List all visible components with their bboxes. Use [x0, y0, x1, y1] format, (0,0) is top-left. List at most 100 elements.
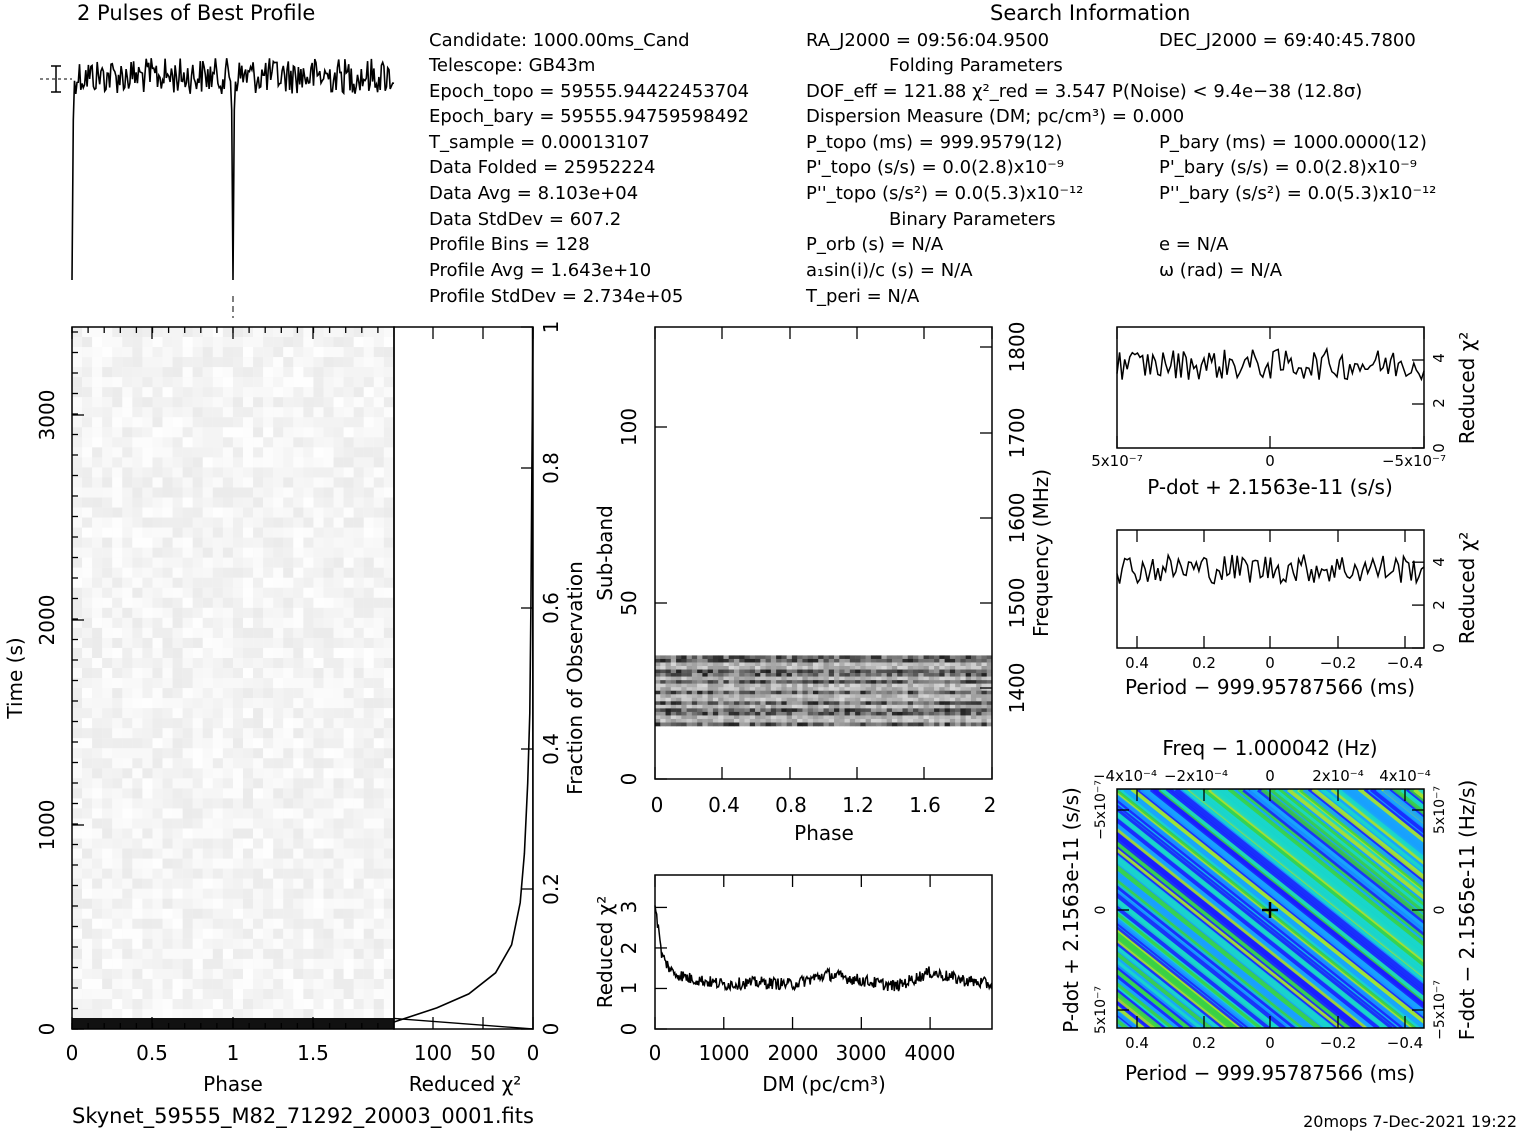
subband-cell: [702, 666, 708, 670]
subband-cell: [955, 666, 961, 670]
time-phase-cell: [152, 407, 163, 418]
subband-cell: [723, 680, 730, 684]
time-phase-cell: [373, 928, 384, 939]
time-phase-cell: [293, 858, 304, 869]
period-xtick-1: 0.2: [1192, 654, 1216, 672]
time-phase-cell: [353, 778, 364, 789]
time-phase-cell: [333, 617, 344, 628]
time-phase-cell: [273, 848, 284, 859]
time-phase-cell: [373, 999, 384, 1010]
time-phase-cell: [92, 868, 103, 879]
time-phase-cell: [253, 617, 264, 628]
subband-cell: [844, 715, 851, 720]
time-phase-cell: [283, 798, 294, 809]
time-phase-cell: [343, 758, 354, 769]
subband-cell: [881, 694, 887, 699]
subband-cell: [670, 669, 677, 674]
period-ytick-2: 4: [1430, 557, 1448, 567]
subband-cell: [876, 708, 882, 713]
pdot-ytick-2: 4: [1430, 353, 1448, 363]
subband-cell: [697, 718, 703, 723]
time-phase-cell: [112, 798, 123, 809]
time-phase-cell: [202, 668, 213, 679]
ppdot-stripe: [1117, 813, 1385, 1028]
subband-cell: [865, 655, 872, 660]
subband-cell: [686, 697, 693, 702]
subband-cell: [897, 655, 903, 660]
time-phase-cell: [192, 347, 203, 358]
time-phase-cell: [383, 888, 394, 899]
time-phase-cell: [142, 547, 153, 558]
time-phase-cell: [102, 888, 113, 899]
time-phase-cell: [283, 447, 294, 458]
time-phase-cell: [192, 838, 203, 849]
time-phase-cell: [273, 487, 284, 498]
subband-cell: [749, 687, 756, 692]
time-phase-cell: [273, 698, 284, 709]
subband-cell: [876, 715, 882, 720]
subband-cell: [749, 708, 756, 713]
time-phase-cell: [232, 417, 244, 428]
time-phase-cell: [212, 978, 223, 990]
time-phase-cell: [313, 968, 324, 980]
subband-cell: [918, 701, 924, 706]
subband-cell: [812, 718, 819, 723]
subband-cell: [670, 711, 677, 716]
subband-cell: [970, 704, 977, 709]
subband-cell: [902, 704, 909, 709]
time-phase-cell: [212, 728, 223, 739]
subband-cell: [876, 669, 882, 674]
subband-cell: [870, 673, 877, 677]
time-phase-cell: [323, 377, 334, 388]
time-phase-cell: [152, 527, 163, 538]
time-phase-cell: [353, 788, 364, 799]
time-phase-cell: [192, 507, 203, 518]
time-phase-cell: [243, 768, 254, 779]
time-phase-cell: [303, 718, 314, 729]
time-phase-cell: [122, 357, 133, 368]
time-phase-cell: [263, 858, 274, 869]
time-phase-cell: [92, 798, 103, 809]
subband-cell: [923, 701, 930, 706]
time-phase-cell: [92, 447, 103, 458]
time-phase-cell: [82, 417, 93, 428]
subband-cell: [834, 673, 840, 677]
time-phase-cell: [313, 868, 324, 879]
time-phase-cell: [263, 577, 274, 588]
subband-cell: [807, 694, 814, 699]
time-phase-cell: [162, 978, 173, 990]
time-phase-cell: [313, 477, 324, 488]
subband-cell: [655, 658, 661, 663]
subband-cell: [918, 722, 924, 727]
time-phase-cell: [92, 437, 103, 448]
subband-cell: [855, 676, 861, 681]
time-phase-cell: [353, 447, 364, 458]
time-phase-cell: [333, 437, 344, 448]
ppdot-stripe: [1117, 826, 1368, 1028]
subband-cell: [681, 715, 687, 720]
time-phase-cell: [72, 898, 83, 909]
time-phase-cell: [343, 337, 354, 348]
time-phase-cell: [82, 597, 93, 608]
time-phase-cell: [273, 928, 284, 939]
time-phase-cell: [232, 557, 244, 568]
info-profile-bins: Profile Bins = 128: [429, 234, 590, 255]
subband-cell: [681, 673, 687, 677]
subband-cell: [955, 718, 961, 723]
subband-cell: [744, 669, 751, 674]
subband-cell: [907, 694, 914, 699]
time-phase-cell: [293, 577, 304, 588]
time-phase-cell: [232, 798, 244, 809]
time-phase-cell: [313, 447, 324, 458]
subband-cell: [718, 697, 724, 702]
time-phase-cell: [182, 597, 193, 608]
subband-cell: [802, 676, 809, 681]
time-phase-cell: [212, 607, 223, 618]
time-phase-cell: [112, 758, 123, 769]
time-phase-cell: [373, 527, 384, 538]
subband-cell: [676, 715, 682, 720]
subband-cell: [755, 711, 761, 716]
chi-fraction-ticks: [432, 326, 534, 1030]
subband-cell: [949, 683, 956, 688]
time-phase-cell: [82, 999, 93, 1010]
